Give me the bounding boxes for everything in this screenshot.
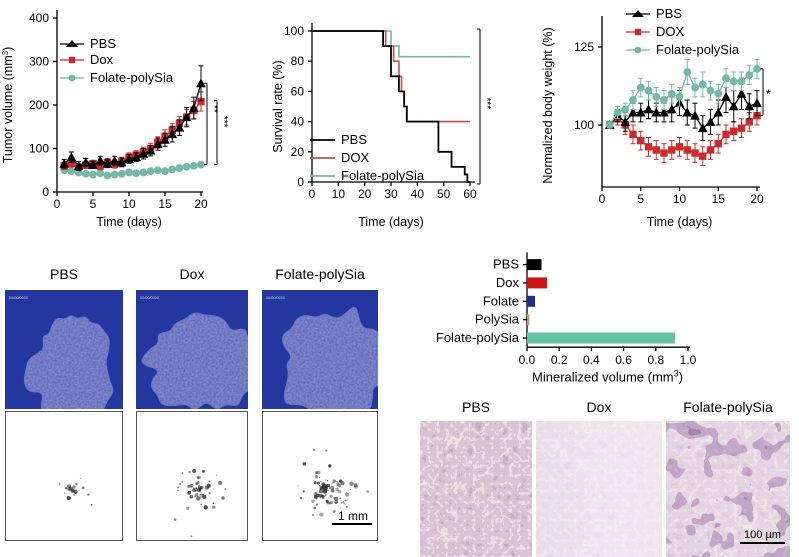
svg-text:60: 60 (463, 187, 477, 201)
svg-text:PBS: PBS (341, 132, 367, 147)
svg-text:00/00/0000: 00/00/0000 (266, 296, 285, 300)
svg-text:5: 5 (90, 197, 97, 211)
svg-text:0.6: 0.6 (615, 353, 632, 367)
svg-text:20: 20 (750, 192, 764, 206)
svg-text:PBS: PBS (493, 257, 519, 272)
svg-text:Folate-polySia: Folate-polySia (436, 330, 520, 345)
svg-text:***: *** (481, 97, 492, 109)
svg-text:100: 100 (284, 24, 304, 38)
svg-text:DOX: DOX (656, 24, 685, 39)
svg-text:0: 0 (42, 185, 49, 199)
svg-text:10: 10 (673, 192, 687, 206)
svg-text:125: 125 (574, 40, 594, 54)
svg-text:Mineralized volume (mm3): Mineralized volume (mm3) (532, 369, 683, 385)
svg-text:20: 20 (358, 187, 372, 201)
svg-text:0: 0 (54, 197, 61, 211)
svg-text:10: 10 (122, 197, 136, 211)
svg-text:0.2: 0.2 (551, 353, 568, 367)
svg-text:Tumor volume (mm3): Tumor volume (mm3) (1, 47, 16, 164)
svg-text:40: 40 (291, 115, 305, 129)
svg-text:50: 50 (437, 187, 451, 201)
svg-text:400: 400 (29, 11, 49, 25)
svg-text:PBS: PBS (90, 36, 116, 51)
svg-text:100: 100 (574, 118, 594, 132)
svg-text:200: 200 (29, 98, 49, 112)
svg-text:0: 0 (599, 192, 606, 206)
svg-text:00/00/0000: 00/00/0000 (140, 296, 159, 300)
svg-text:60: 60 (291, 84, 305, 98)
svg-text:Time (days): Time (days) (647, 215, 713, 229)
svg-text:20: 20 (291, 145, 305, 159)
svg-text:15: 15 (712, 192, 726, 206)
svg-text:100: 100 (29, 142, 49, 156)
svg-text:PBS: PBS (656, 6, 682, 21)
svg-text:Survival rate (%): Survival rate (%) (271, 60, 285, 152)
svg-text:*: * (766, 87, 771, 101)
svg-text:Time (days): Time (days) (96, 215, 162, 229)
svg-text:Time (days): Time (days) (358, 215, 424, 229)
svg-text:30: 30 (384, 187, 398, 201)
svg-text:80: 80 (291, 54, 305, 68)
svg-text:0.0: 0.0 (519, 353, 536, 367)
svg-text:5: 5 (637, 192, 644, 206)
svg-text:DOX: DOX (341, 150, 370, 165)
svg-text:00/00/0000: 00/00/0000 (9, 296, 28, 300)
svg-text:***: *** (218, 116, 229, 128)
svg-text:0: 0 (297, 175, 304, 189)
svg-text:1.0: 1.0 (680, 353, 697, 367)
svg-text:Folate-polySia: Folate-polySia (341, 168, 425, 183)
svg-text:10: 10 (332, 187, 346, 201)
svg-text:Folate: Folate (483, 293, 519, 308)
svg-text:15: 15 (158, 197, 172, 211)
svg-text:0.4: 0.4 (583, 353, 600, 367)
svg-text:300: 300 (29, 55, 49, 69)
svg-text:Folate-polySia: Folate-polySia (90, 70, 174, 85)
svg-text:Dox: Dox (90, 52, 114, 67)
svg-text:Normalized body weight (%): Normalized body weight (%) (541, 27, 555, 183)
svg-text:40: 40 (411, 187, 425, 201)
svg-text:Folate-polySia: Folate-polySia (656, 42, 740, 57)
svg-text:0: 0 (309, 187, 316, 201)
svg-text:Dox: Dox (496, 275, 520, 290)
svg-text:0.8: 0.8 (647, 353, 664, 367)
svg-text:PolySia: PolySia (475, 312, 520, 327)
svg-text:20: 20 (194, 197, 208, 211)
